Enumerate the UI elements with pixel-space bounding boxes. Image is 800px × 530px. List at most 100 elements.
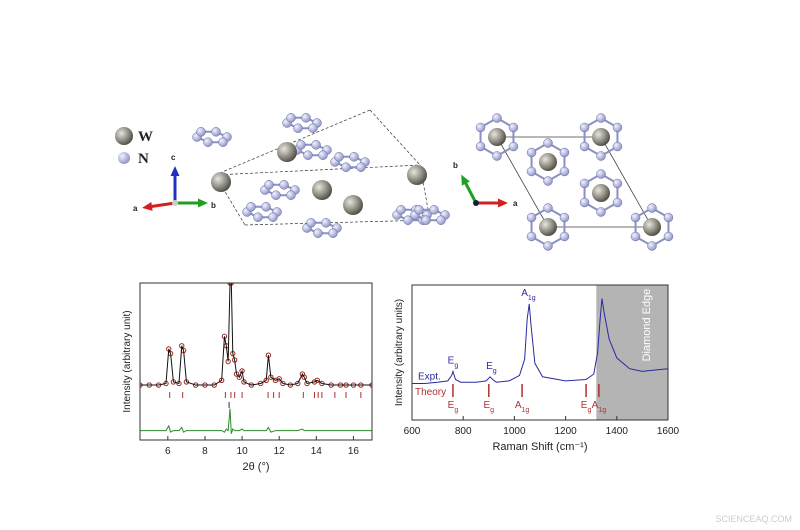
peak-label-sub: 1g	[528, 294, 536, 301]
n-atom	[543, 203, 553, 213]
n-atom	[543, 241, 553, 251]
n-atom	[508, 122, 519, 133]
n-atom	[526, 231, 537, 242]
n-atom	[211, 127, 221, 137]
x-tick-label: 1200	[554, 426, 577, 437]
x-tick-label: 1400	[606, 426, 629, 437]
n-atom	[630, 231, 641, 242]
w-atom	[211, 172, 231, 192]
n-atom	[436, 215, 446, 225]
n-atom	[403, 215, 413, 225]
axis-c: c	[171, 153, 176, 162]
w-atom	[312, 180, 332, 200]
shaded-region	[596, 285, 668, 420]
n-atom	[301, 113, 311, 123]
theory-label-sub: g	[587, 407, 591, 414]
n-atom	[647, 241, 657, 251]
n-atom	[663, 231, 674, 242]
theory-label-base: A	[592, 400, 599, 411]
x-axis-title: 2θ (°)	[242, 461, 269, 473]
n-atom	[313, 228, 323, 238]
theory-label: A1g	[515, 400, 530, 414]
n-atom	[308, 123, 318, 133]
x-tick-label: 1000	[503, 426, 526, 437]
plot-frame	[139, 282, 373, 441]
n-atom	[293, 123, 303, 133]
n-atom	[663, 212, 674, 223]
n-atom	[492, 151, 502, 161]
theory-label: Eg	[484, 400, 495, 414]
n-atom	[579, 141, 590, 152]
axis-a: a	[133, 204, 138, 213]
theory-label-sub: 1g	[522, 407, 530, 414]
n-atom	[579, 197, 590, 208]
x-tick-label: 800	[455, 426, 472, 437]
n-atom	[429, 205, 439, 215]
x-tick-label: 6	[165, 446, 171, 457]
n-atom	[543, 138, 553, 148]
n-atom	[612, 122, 623, 133]
peak-label-base: A	[521, 288, 528, 299]
n-atom	[286, 113, 296, 123]
theory-label: Eg	[581, 400, 592, 414]
peak-label-sub: g	[493, 367, 497, 374]
axis-b: b	[453, 161, 458, 170]
n-atom	[630, 212, 641, 223]
arrow-head	[170, 166, 180, 176]
peak-label-base: E	[448, 355, 455, 366]
axis-a: a	[513, 199, 518, 208]
n-atom	[218, 137, 228, 147]
theory-label: Theory	[415, 387, 446, 398]
data-point	[314, 377, 320, 384]
y-axis-title: Intensity (arbitrary unit)	[122, 310, 133, 412]
crystal-structures	[142, 109, 674, 251]
series-line	[140, 408, 372, 434]
arrow-head	[498, 198, 508, 208]
n-atom	[559, 212, 570, 223]
peak-label: A1g	[521, 288, 536, 302]
theory-label-sub: 1g	[598, 407, 606, 414]
theory-label-sub: g	[454, 407, 458, 414]
n-atom	[612, 178, 623, 189]
n-atom	[612, 197, 623, 208]
n-atom	[268, 212, 278, 222]
n-atom	[579, 122, 590, 133]
n-atom	[492, 113, 502, 123]
peak-label-base: E	[486, 361, 493, 372]
x-tick-label: 8	[202, 446, 208, 457]
n-atom	[596, 207, 606, 217]
series-line	[140, 283, 372, 386]
n-atom	[475, 141, 486, 152]
n-atom	[246, 202, 256, 212]
x-tick-label: 16	[348, 446, 360, 457]
x-axis-title: Raman Shift (cm⁻¹)	[492, 441, 587, 453]
n-atom	[261, 202, 271, 212]
n-atom	[559, 147, 570, 158]
plot-frame	[411, 284, 669, 421]
n-atom	[341, 162, 351, 172]
n-atom	[596, 169, 606, 179]
n-atom	[475, 122, 486, 133]
n-atom	[559, 166, 570, 177]
n-atom	[203, 137, 213, 147]
data-point	[236, 374, 242, 380]
n-atom	[579, 178, 590, 189]
cell-edge	[244, 219, 431, 226]
n-atom	[311, 140, 321, 150]
n-atom	[612, 141, 623, 152]
data-point	[301, 374, 307, 380]
x-tick-label: 10	[237, 446, 249, 457]
n-atom	[596, 113, 606, 123]
legend-n: N	[138, 151, 149, 167]
x-tick-label: 12	[274, 446, 286, 457]
peak-label-sub: g	[454, 362, 458, 369]
n-atom	[271, 190, 281, 200]
w-atom	[539, 218, 557, 236]
w-atom	[539, 153, 557, 171]
n-atom	[306, 218, 316, 228]
expt-label: Expt.	[418, 372, 441, 383]
origin	[172, 200, 178, 206]
arrow-head	[142, 201, 153, 211]
cell-edge	[214, 109, 371, 176]
